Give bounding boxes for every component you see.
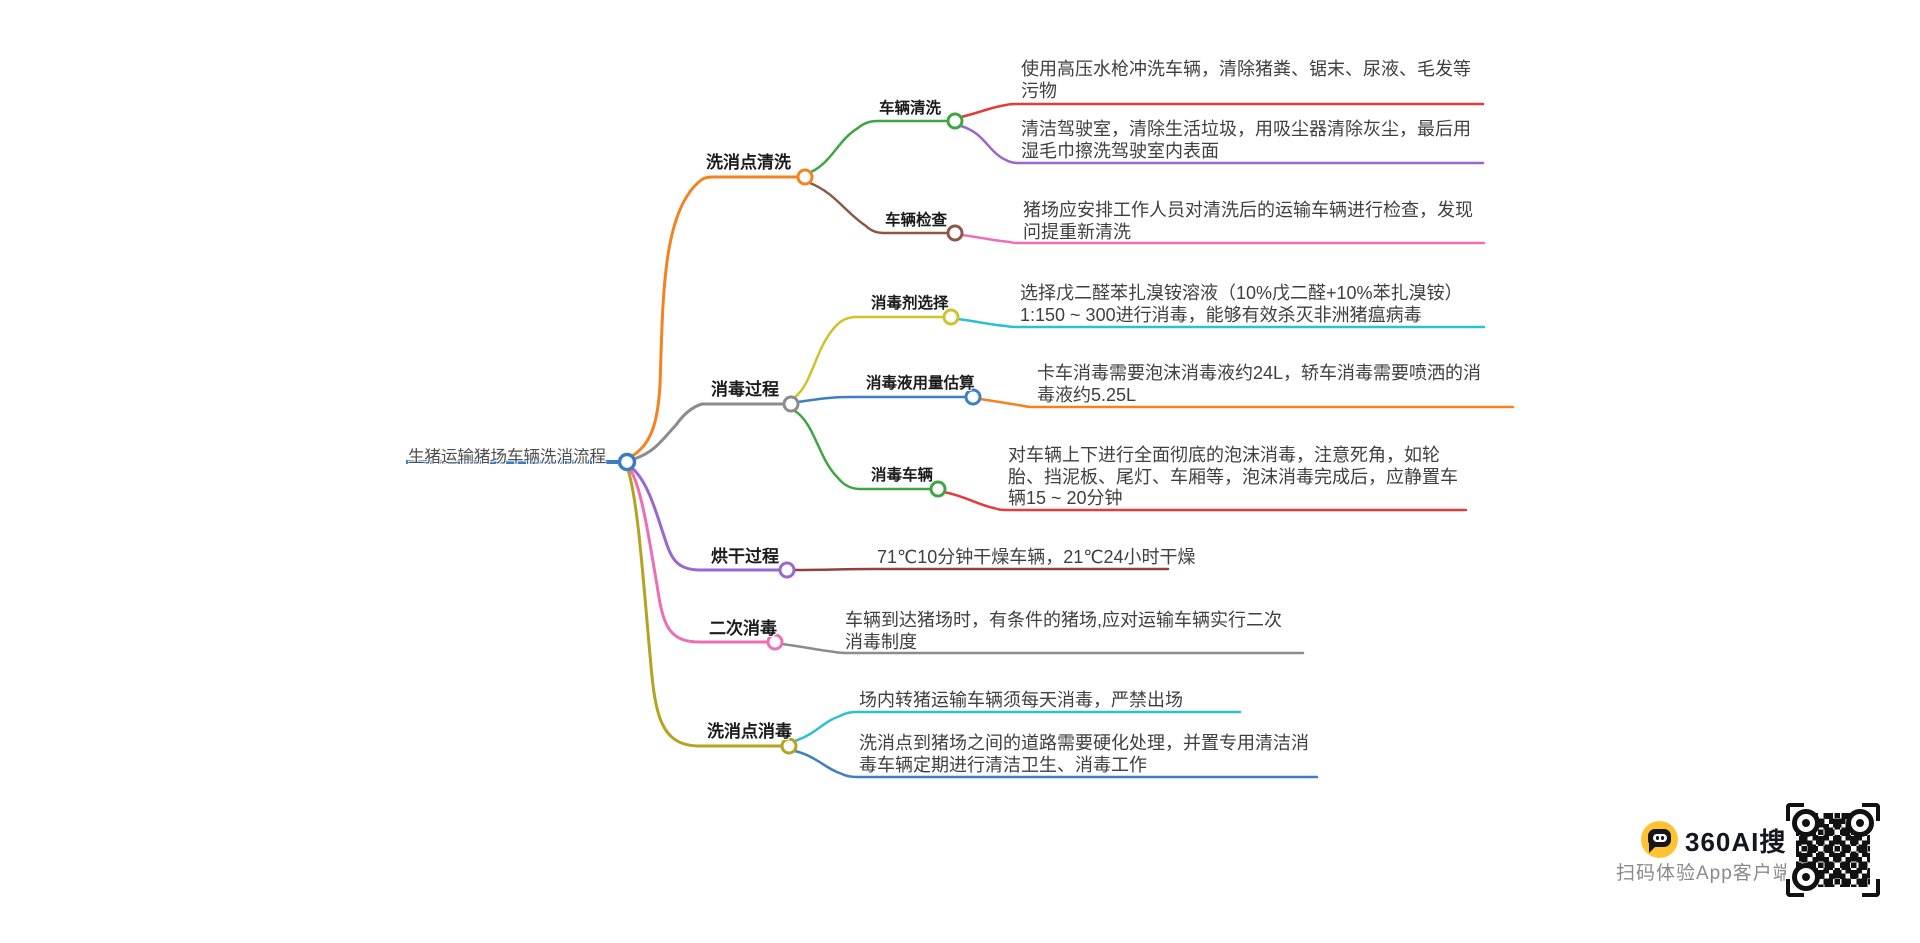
edge-xiaodu-xiaodu-cheliang <box>793 409 932 491</box>
edge-leaf-daoda-zhuchang <box>780 642 1305 655</box>
edge-leaf-honggan <box>792 567 1170 572</box>
edge-qingxi-cheliang-qingxi <box>809 119 949 174</box>
leaf-changnei-zhuanzhu-text[interactable]: 场内转猪运输车辆须每天消毒，严禁出场 <box>859 690 1183 710</box>
branch-honggan-guocheng-label[interactable]: 烘干过程 <box>711 547 779 566</box>
leaf-qingjie-jiashishi-text[interactable]: 清洁驾驶室，清除生活垃圾，用吸尘器清除灰尘，最后用 湿毛巾擦洗驾驶室内表面 <box>1021 119 1471 161</box>
edge-root-erci-xiaodu <box>628 467 769 644</box>
edge-xiaodu-yongliang-gusuan <box>796 395 967 404</box>
leaf-paomo-xiaodu-text[interactable]: 对车辆上下进行全面彻底的泡沫消毒，注意死角，如轮 胎、挡泥板、尾灯、车厢等，泡沫… <box>1008 445 1458 508</box>
qr-finder-icon <box>1792 863 1820 891</box>
edge-xiaodu-xiaoduji-xuanze <box>793 315 945 399</box>
branch-xixiaodian-xiaodu-label[interactable]: 洗消点消毒 <box>707 722 792 741</box>
edge-root-xiaodu-guocheng <box>632 402 785 461</box>
node-dot-erci-xiaodu[interactable] <box>766 633 784 651</box>
edge-leaf-gaoya-shuiqiang <box>959 102 1485 119</box>
node-dot-xiaoduji-xuanze[interactable] <box>942 308 960 326</box>
leaf-honggan-text[interactable]: 71℃10分钟干燥车辆，21℃24小时干燥 <box>877 547 1196 567</box>
edge-leaf-paomo-xiaodu <box>942 490 1468 512</box>
node-cheliang-qingxi-label[interactable]: 车辆清洗 <box>879 100 942 117</box>
edge-root-xixiaodian-qingxi <box>630 175 799 458</box>
root-node-label[interactable]: 生猪运输猪场车辆洗消流程 <box>408 448 606 466</box>
node-dot-xixiaodian-xiaodu[interactable] <box>780 737 798 755</box>
chat-bubble-icon <box>1648 829 1671 853</box>
node-dot-xiaodu-guocheng[interactable] <box>782 395 800 413</box>
360ai-logo-icon <box>1641 821 1678 858</box>
robot-eyes-icon <box>1652 834 1667 842</box>
edge-leaf-qingjie-jiashishi <box>959 124 1485 165</box>
node-dot-root[interactable] <box>617 452 637 472</box>
node-cheliang-jiancha-label[interactable]: 车辆检查 <box>885 212 948 229</box>
edge-leaf-changnei-zhuanzhu <box>793 710 1242 743</box>
leaf-zhuchang-anpai-text[interactable]: 猪场应安排工作人员对清洗后的运输车辆进行检查，发现 问提重新清洗 <box>1023 200 1473 242</box>
brand-tagline: 扫码体验App客户端 <box>1616 863 1793 884</box>
node-dot-cheliang-qingxi[interactable] <box>946 112 964 130</box>
node-xiaoduji-xuanze-label[interactable]: 消毒剂选择 <box>871 295 949 312</box>
qr-finder-icon <box>1846 809 1874 837</box>
node-dot-yongliang-gusuan[interactable] <box>964 388 982 406</box>
edge-leaf-daolu-yinghua <box>793 749 1319 779</box>
branch-xixiaodian-qingxi-label[interactable]: 洗消点清洗 <box>706 153 791 172</box>
leaf-kache-xiaodu-text[interactable]: 卡车消毒需要泡沫消毒液约24L，轿车消毒需要喷洒的消 毒液约5.25L <box>1037 363 1482 405</box>
qr-corner-bracket <box>1786 879 1804 897</box>
edge-leaf-zhuchang-anpai <box>960 233 1486 245</box>
node-dot-honggan-guocheng[interactable] <box>778 561 796 579</box>
node-xiaodu-cheliang-label[interactable]: 消毒车辆 <box>871 467 934 484</box>
edge-leaf-kache-xiaodu <box>978 397 1515 409</box>
leaf-daolu-yinghua-text[interactable]: 洗消点到猪场之间的道路需要硬化处理，并置专用清洁消 毒车辆定期进行清洁卫生、消毒… <box>859 733 1309 775</box>
node-dot-xiaodu-cheliang[interactable] <box>929 480 947 498</box>
qr-corner-bracket <box>1862 803 1880 821</box>
edge-leaf-wuerquan <box>956 317 1486 329</box>
edge-qingxi-cheliang-jiancha <box>808 181 949 235</box>
leaf-gaoya-shuiqiang-text[interactable]: 使用高压水枪冲洗车辆，清除猪粪、锯末、尿液、毛发等 污物 <box>1021 59 1471 101</box>
leaf-daoda-zhuchang-text[interactable]: 车辆到达猪场时，有条件的猪场,应对运输车辆实行二次 消毒制度 <box>845 610 1282 652</box>
node-dot-cheliang-jiancha[interactable] <box>946 224 964 242</box>
leaf-wuerquan-text[interactable]: 选择戊二醛苯扎溴铵溶液（10%戊二醛+10%苯扎溴铵） 1:150 ~ 300进… <box>1020 283 1463 325</box>
qr-code <box>1786 803 1880 897</box>
qr-corner-bracket <box>1862 879 1880 897</box>
qr-corner-bracket <box>1786 803 1804 821</box>
branch-erci-xiaodu-label[interactable]: 二次消毒 <box>709 619 777 638</box>
branch-xiaodu-guocheng-label[interactable]: 消毒过程 <box>711 380 779 399</box>
node-yongliang-gusuan-label[interactable]: 消毒液用量估算 <box>866 375 975 392</box>
node-dot-xixiaodian-qingxi[interactable] <box>796 168 814 186</box>
edge-root-honggan-guocheng <box>630 466 781 572</box>
qr-finder-icon <box>1792 809 1820 837</box>
edge-root-xixiaodian-xiaodu <box>626 468 783 748</box>
